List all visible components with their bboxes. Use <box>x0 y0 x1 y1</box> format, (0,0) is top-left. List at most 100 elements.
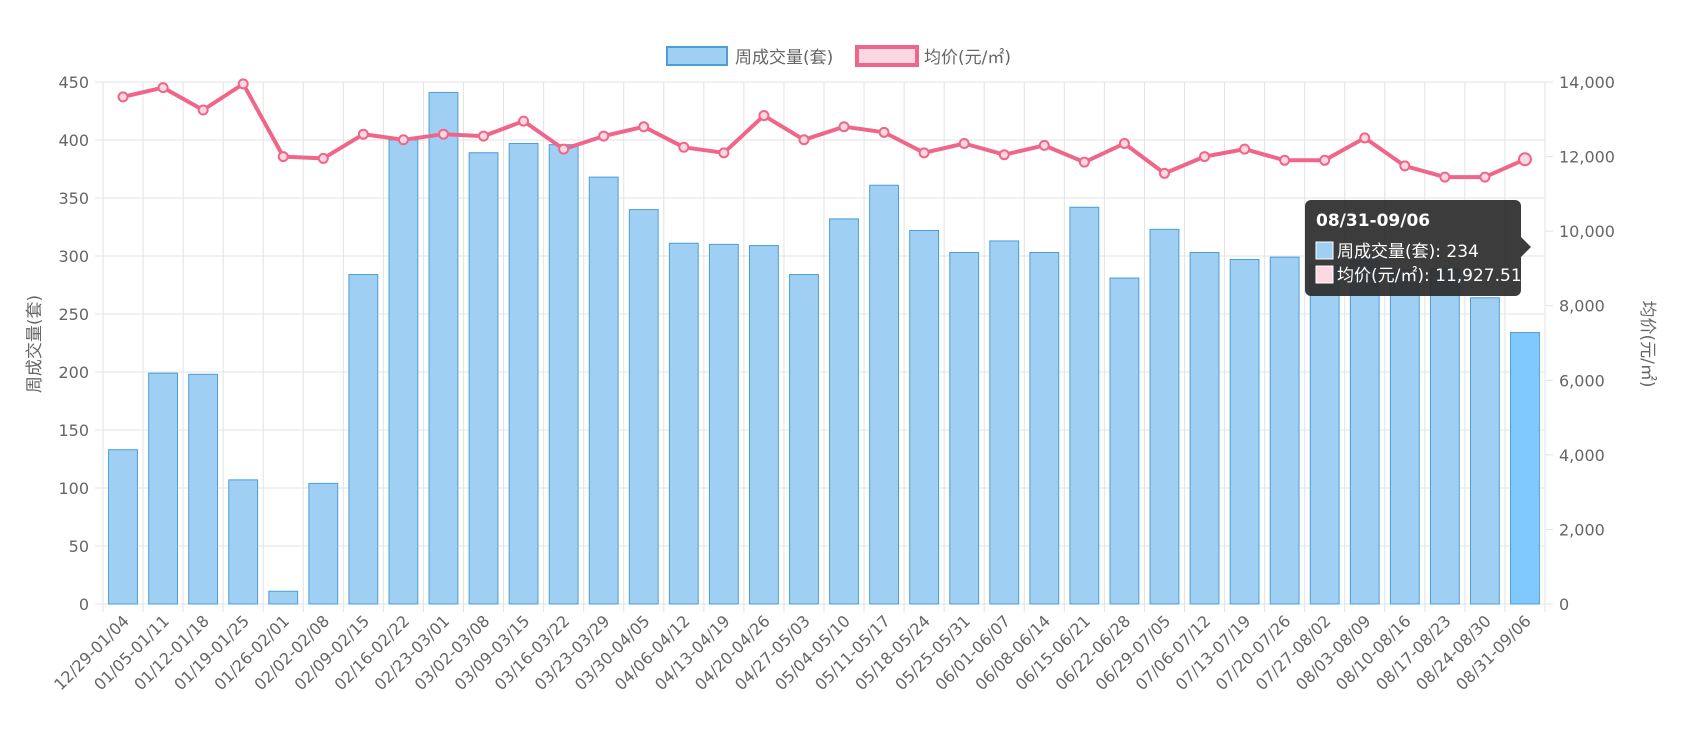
bar[interactable] <box>829 218 859 605</box>
price-point[interactable] <box>598 130 610 142</box>
bar[interactable] <box>1029 252 1060 605</box>
right-tick-label: 14,000 <box>1559 73 1615 92</box>
left-tick-label: 350 <box>58 189 89 208</box>
price-point[interactable] <box>437 128 449 140</box>
bar[interactable] <box>1269 256 1300 605</box>
bar[interactable] <box>508 142 539 605</box>
price-point[interactable] <box>558 143 570 155</box>
price-point[interactable] <box>1118 138 1130 150</box>
bar[interactable] <box>548 144 579 605</box>
bar[interactable] <box>428 91 459 605</box>
price-point[interactable] <box>1239 143 1251 155</box>
bar[interactable] <box>388 139 419 605</box>
bar[interactable] <box>949 252 980 605</box>
bar[interactable] <box>1149 228 1180 605</box>
left-tick-label: 450 <box>58 73 89 92</box>
price-point[interactable] <box>1399 160 1411 172</box>
left-tick-label: 250 <box>58 305 89 324</box>
bar[interactable] <box>108 449 138 605</box>
bar[interactable] <box>148 372 179 605</box>
price-point[interactable] <box>718 147 730 159</box>
price-point[interactable] <box>277 151 289 163</box>
price-point[interactable] <box>1479 171 1491 183</box>
bar[interactable] <box>1349 260 1380 605</box>
price-point[interactable] <box>1359 132 1371 144</box>
legend-swatch-volume <box>666 46 728 66</box>
bar[interactable] <box>1389 269 1420 605</box>
bar[interactable] <box>188 373 219 605</box>
tooltip: 08/31-09/06 周成交量(套): 234 均价(元/㎡): 11,927… <box>1305 200 1531 296</box>
grid <box>95 81 1546 612</box>
left-tick-label: 200 <box>58 363 89 382</box>
price-point[interactable] <box>878 126 890 138</box>
bar[interactable] <box>1189 252 1220 605</box>
price-point[interactable] <box>678 141 690 153</box>
bar[interactable] <box>468 152 499 605</box>
bar[interactable] <box>789 274 819 605</box>
price-point[interactable] <box>638 121 650 133</box>
bar-series[interactable] <box>108 91 1540 605</box>
right-tick-label: 10,000 <box>1559 222 1615 241</box>
bar[interactable] <box>1309 264 1340 605</box>
price-point[interactable] <box>197 104 209 116</box>
price-point[interactable] <box>397 134 409 146</box>
bar[interactable] <box>268 590 299 605</box>
tooltip-title: 08/31-09/06 <box>1316 211 1430 231</box>
bar[interactable] <box>668 242 699 605</box>
price-point[interactable] <box>237 78 249 90</box>
price-point[interactable] <box>1158 167 1170 179</box>
bar[interactable] <box>588 176 619 605</box>
price-point[interactable] <box>157 82 169 94</box>
right-tick-label: 8,000 <box>1559 297 1605 316</box>
tooltip-swatch-volume <box>1315 241 1334 260</box>
price-point[interactable] <box>1279 154 1291 166</box>
legend: 周成交量(套) 均价(元/㎡) <box>666 45 1011 68</box>
tooltip-line-price: 均价(元/㎡): 11,927.51 <box>1337 266 1522 286</box>
left-tick-label: 150 <box>58 421 89 440</box>
left-y-axis: 0 50 100 150 200 250 300 350 400 450 <box>58 73 89 614</box>
price-point[interactable] <box>758 110 770 122</box>
line-points[interactable] <box>117 78 1532 183</box>
price-point[interactable] <box>317 152 329 164</box>
price-point[interactable] <box>357 128 369 140</box>
bar[interactable] <box>348 274 379 605</box>
tooltip-line-volume: 周成交量(套): 234 <box>1337 242 1479 262</box>
price-point[interactable] <box>838 121 850 133</box>
price-point[interactable] <box>998 149 1010 161</box>
price-point[interactable] <box>1199 151 1211 163</box>
price-point[interactable] <box>798 134 810 146</box>
price-point[interactable] <box>1517 152 1532 167</box>
bar[interactable] <box>1469 297 1500 605</box>
line-series[interactable] <box>122 81 1526 180</box>
bar[interactable] <box>909 229 940 605</box>
bar[interactable] <box>308 482 339 605</box>
price-point[interactable] <box>958 138 970 150</box>
right-tick-label: 4,000 <box>1559 446 1605 465</box>
price-line[interactable] <box>122 81 1526 180</box>
tooltip-box <box>1305 200 1521 296</box>
bar[interactable] <box>748 245 779 605</box>
legend-item-price[interactable]: 均价(元/㎡) <box>855 45 1011 68</box>
price-point[interactable] <box>117 91 129 103</box>
left-axis-title: 周成交量(套) <box>25 295 45 393</box>
price-point[interactable] <box>1038 139 1050 151</box>
bar[interactable] <box>1229 258 1260 605</box>
right-tick-label: 6,000 <box>1559 371 1605 390</box>
bar[interactable] <box>708 243 739 605</box>
bar[interactable] <box>1069 206 1100 605</box>
price-point[interactable] <box>1078 156 1090 168</box>
bar[interactable] <box>1510 332 1540 605</box>
bar[interactable] <box>228 479 259 605</box>
price-point[interactable] <box>918 147 930 159</box>
bar[interactable] <box>1429 268 1460 605</box>
bar[interactable] <box>1109 277 1140 605</box>
bar[interactable] <box>989 240 1020 605</box>
right-tick-label: 2,000 <box>1559 520 1605 539</box>
legend-item-volume[interactable]: 周成交量(套) <box>666 46 833 68</box>
bar[interactable] <box>628 209 659 605</box>
price-point[interactable] <box>1439 171 1451 183</box>
price-point[interactable] <box>518 115 530 127</box>
bar[interactable] <box>869 184 900 605</box>
price-point[interactable] <box>478 130 490 142</box>
price-point[interactable] <box>1319 154 1331 166</box>
